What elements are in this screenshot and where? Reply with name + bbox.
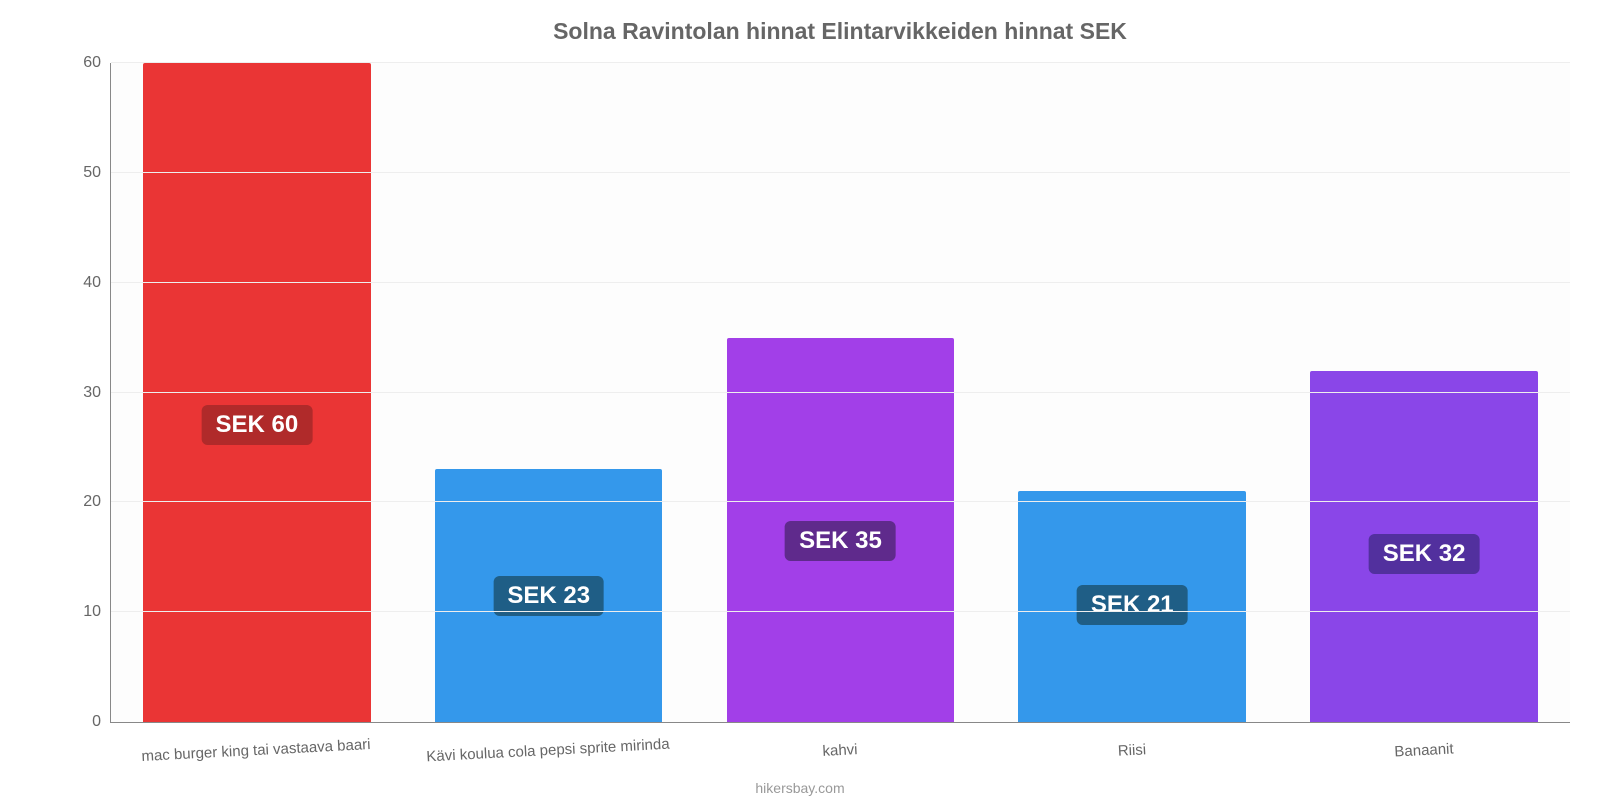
value-badge: SEK 23	[493, 576, 604, 616]
gridline	[111, 501, 1570, 502]
gridline	[111, 392, 1570, 393]
bar: SEK 32	[1310, 371, 1538, 722]
attribution-text: hikersbay.com	[0, 780, 1600, 796]
bar: SEK 21	[1018, 491, 1246, 722]
chart-title: Solna Ravintolan hinnat Elintarvikkeiden…	[110, 10, 1570, 63]
gridline	[111, 611, 1570, 612]
bar-slot: SEK 21	[986, 63, 1278, 722]
chart-container: Solna Ravintolan hinnat Elintarvikkeiden…	[0, 0, 1600, 800]
gridline	[111, 172, 1570, 173]
y-tick-label: 40	[83, 274, 111, 292]
bar-slot: SEK 60	[111, 63, 403, 722]
x-axis-labels: mac burger king tai vastaava baariKävi k…	[110, 742, 1570, 778]
x-label-slot: mac burger king tai vastaava baari	[110, 742, 402, 778]
gridline	[111, 282, 1570, 283]
value-badge: SEK 21	[1077, 585, 1188, 625]
y-tick-label: 10	[83, 603, 111, 621]
x-label-slot: Banaanit	[1278, 742, 1570, 778]
bar-slot: SEK 23	[403, 63, 695, 722]
y-tick-label: 30	[83, 384, 111, 402]
bar: SEK 23	[435, 469, 663, 722]
plot-area: SEK 60SEK 23SEK 35SEK 21SEK 32 010203040…	[110, 63, 1570, 723]
x-label: mac burger king tai vastaava baari	[141, 736, 371, 765]
x-label-slot: kahvi	[694, 742, 986, 778]
bar: SEK 60	[143, 63, 371, 722]
x-label: Kävi koulua cola pepsi sprite mirinda	[426, 736, 670, 766]
gridline	[111, 62, 1570, 63]
x-label: Banaanit	[1394, 740, 1454, 760]
bar-slot: SEK 32	[1278, 63, 1570, 722]
bar: SEK 35	[727, 338, 955, 722]
x-label: kahvi	[822, 741, 858, 760]
value-badge: SEK 60	[202, 405, 313, 445]
y-tick-label: 0	[92, 713, 111, 731]
value-badge: SEK 35	[785, 521, 896, 561]
bars-group: SEK 60 SEK 23 SEK 35 SEK 21 SEK 32	[111, 63, 1570, 722]
x-label: Riisi	[1117, 741, 1146, 759]
x-label-slot: Riisi	[986, 742, 1278, 778]
value-badge: SEK 32	[1369, 534, 1480, 574]
x-label-slot: Kävi koulua cola pepsi sprite mirinda	[402, 742, 694, 778]
y-tick-label: 60	[83, 54, 111, 72]
y-tick-label: 50	[83, 164, 111, 182]
bar-slot: SEK 35	[695, 63, 987, 722]
y-tick-label: 20	[83, 493, 111, 511]
